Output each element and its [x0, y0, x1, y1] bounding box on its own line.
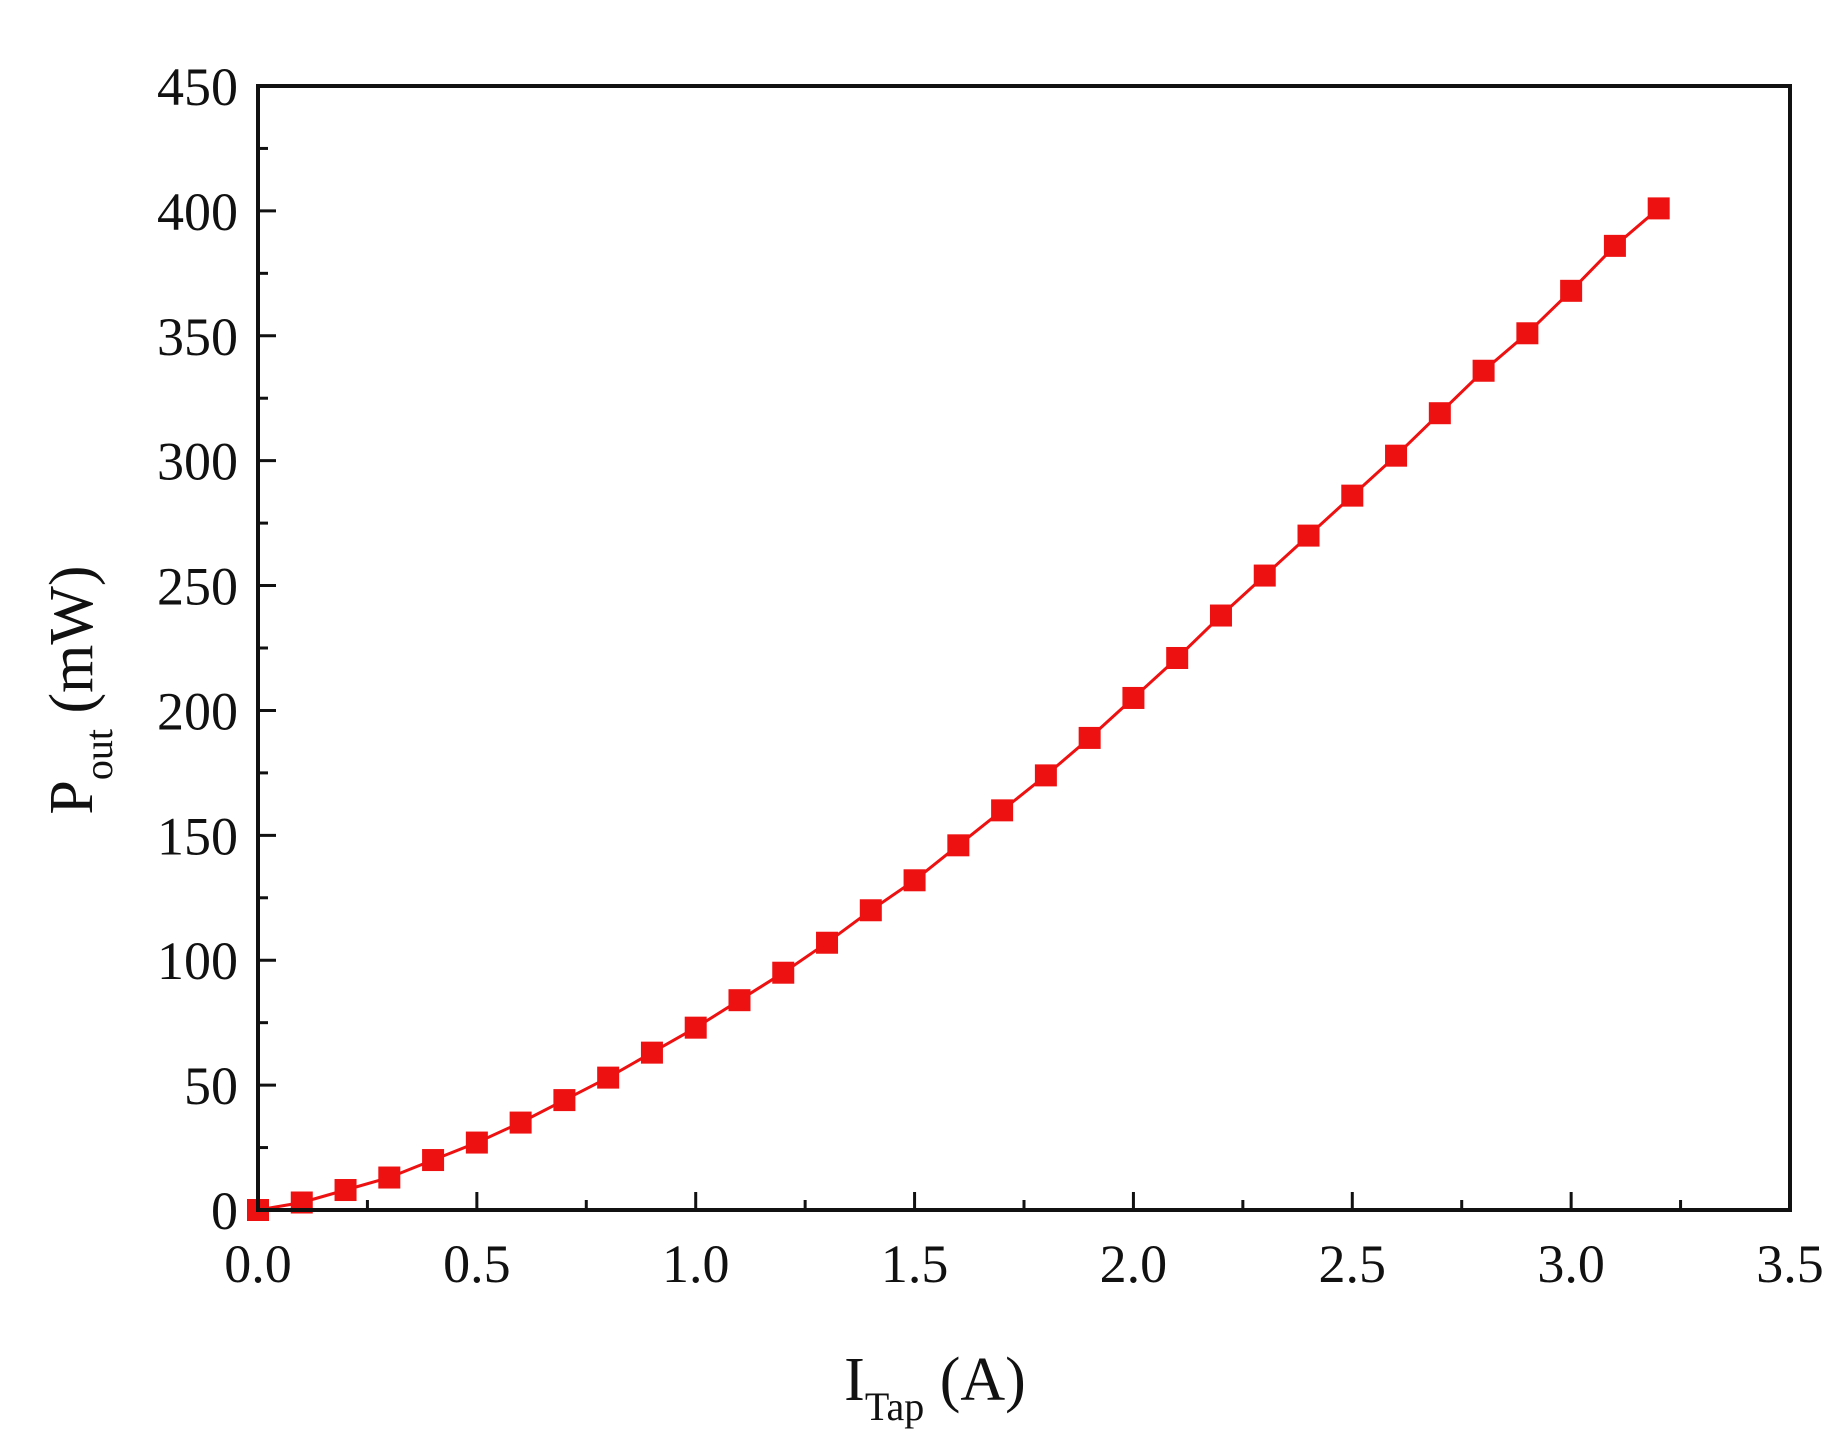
data-point — [465, 1131, 488, 1154]
y-tick-label: 450 — [157, 57, 238, 117]
x-tick-label: 0.0 — [224, 1234, 292, 1294]
data-point — [1166, 646, 1189, 669]
x-axis-label-unit: (A) — [924, 1346, 1026, 1414]
plot-frame — [256, 84, 1792, 1212]
data-point — [1472, 359, 1495, 382]
data-point — [947, 834, 970, 857]
data-point — [334, 1179, 357, 1202]
data-point — [816, 931, 839, 954]
data-point — [1647, 197, 1670, 220]
y-tick-label: 250 — [157, 557, 238, 617]
series-layer — [247, 197, 1670, 1221]
x-tick-label: 2.0 — [1100, 1234, 1168, 1294]
data-point — [553, 1089, 576, 1112]
y-axis-label-main: P — [38, 780, 106, 814]
x-tick-label: 1.0 — [662, 1234, 730, 1294]
data-point — [1297, 524, 1320, 547]
data-point — [1385, 444, 1408, 467]
y-tick-label: 350 — [157, 307, 238, 367]
y-axis-label-sub: out — [76, 729, 121, 780]
data-point — [597, 1066, 620, 1089]
x-tick-label: 3.5 — [1756, 1234, 1824, 1294]
series-line — [257, 207, 1660, 1212]
data-point — [728, 989, 751, 1012]
data-point — [684, 1016, 707, 1039]
tick-labels: 0.0 0.5 1.0 1.5 2.0 2.5 3.0 3.5 0 50 100 150 200 250 3… — [157, 57, 1824, 1294]
data-point — [1603, 234, 1626, 257]
data-point — [1209, 604, 1232, 627]
y-tick-label: 200 — [157, 681, 238, 741]
x-axis-label-main: I — [844, 1346, 865, 1414]
x-axis-label: ITap (A) — [844, 1346, 1026, 1429]
data-point — [1034, 764, 1057, 787]
y-tick-label: 50 — [184, 1056, 238, 1116]
y-tick-label: 100 — [157, 931, 238, 991]
data-point — [1516, 322, 1539, 345]
data-point — [422, 1149, 445, 1172]
y-tick-label: 300 — [157, 432, 238, 492]
x-axis-label-sub: Tap — [865, 1384, 924, 1429]
data-point — [1341, 484, 1364, 507]
data-point — [859, 899, 882, 922]
y-axis-label-unit: (mW) — [38, 565, 106, 729]
y-tick-label: 150 — [157, 806, 238, 866]
axis-ticks — [256, 84, 1792, 1212]
data-point — [1078, 726, 1101, 749]
data-point — [378, 1166, 401, 1189]
data-point — [640, 1041, 663, 1064]
x-tick-label: 3.0 — [1537, 1234, 1605, 1294]
y-tick-label: 0 — [211, 1181, 238, 1241]
data-point — [1122, 686, 1145, 709]
y-axis-label: Pout (mW) — [38, 565, 121, 814]
data-point — [903, 869, 926, 892]
data-point — [1253, 564, 1276, 587]
data-point — [1560, 279, 1583, 302]
x-tick-label: 2.5 — [1319, 1234, 1387, 1294]
x-tick-label: 1.5 — [881, 1234, 949, 1294]
data-point — [509, 1111, 532, 1134]
y-tick-label: 400 — [157, 182, 238, 242]
data-point — [772, 961, 795, 984]
x-tick-label: 0.5 — [443, 1234, 511, 1294]
data-point — [991, 799, 1014, 822]
data-point — [1428, 402, 1451, 425]
